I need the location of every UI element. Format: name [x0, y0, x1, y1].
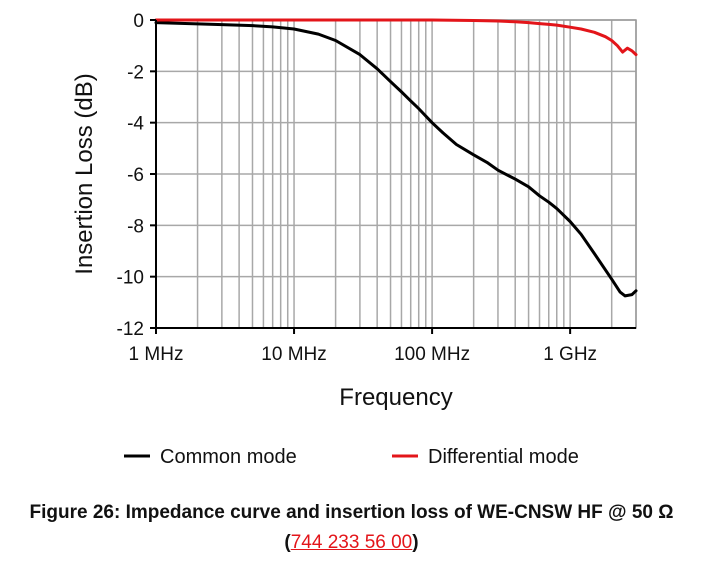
legend-label-common-mode: Common mode	[160, 446, 297, 468]
x-tick-label: 1 MHz	[129, 344, 184, 365]
x-tick-label: 1 GHz	[543, 344, 597, 365]
caption-open-paren: (	[284, 532, 291, 553]
y-tick-label: -2	[127, 62, 144, 83]
y-tick-label: -6	[127, 165, 144, 186]
axes	[150, 19, 636, 334]
part-number-link[interactable]: 744 233 56 00	[290, 532, 413, 553]
tick-labels: 0 -2 -4 -6 -8 -10 -12 1 MHz 10 MHz 100 MHz 1 GHz	[117, 11, 598, 365]
series-layer	[154, 18, 638, 298]
series-line-differential-mode	[154, 18, 638, 57]
caption-close-paren: )	[412, 532, 419, 553]
x-tick-label: 10 MHz	[261, 344, 326, 365]
y-tick-label: -12	[117, 319, 144, 340]
y-axis-title: Insertion Loss (dB)	[71, 73, 98, 274]
y-tick-label: -4	[127, 114, 144, 135]
series-line-common-mode	[154, 21, 638, 298]
x-tick-label: 100 MHz	[394, 344, 470, 365]
caption-part-line: (744 233 56 00)	[0, 528, 703, 558]
y-tick-label: -10	[117, 268, 144, 289]
grid	[155, 19, 637, 329]
legend: Common mode Differential mode	[124, 446, 579, 468]
x-axis-title: Frequency	[339, 384, 452, 411]
insertion-loss-chart: 0 -2 -4 -6 -8 -10 -12 1 MHz 10 MHz 100 MHz 1 GHz F…	[71, 11, 638, 468]
y-tick-label: -8	[127, 216, 144, 237]
figure-caption: Figure 26: Impedance curve and insertion…	[0, 498, 703, 558]
legend-label-differential-mode: Differential mode	[428, 446, 579, 468]
caption-title: Figure 26: Impedance curve and insertion…	[29, 502, 674, 523]
y-tick-label: 0	[133, 11, 144, 32]
